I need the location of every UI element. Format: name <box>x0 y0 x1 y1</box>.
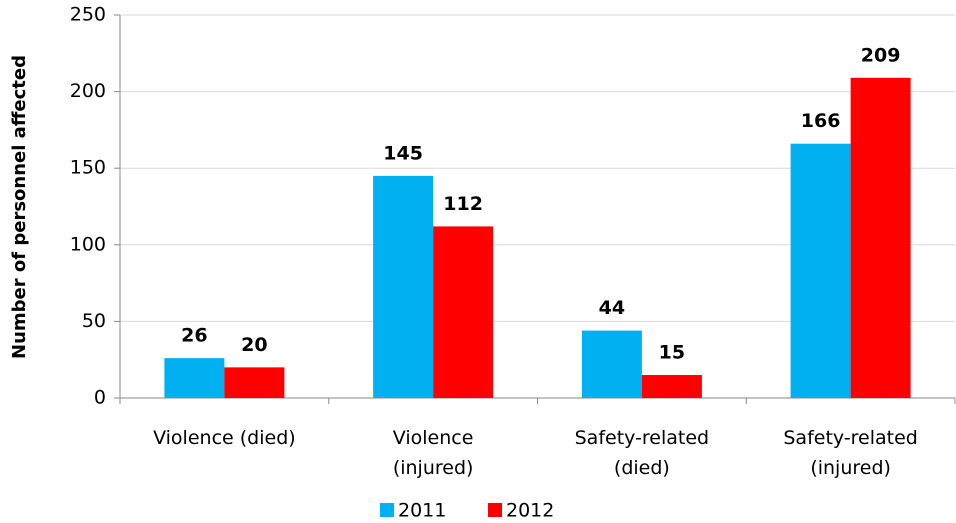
value-label: 20 <box>241 334 267 356</box>
legend-label: 2011 <box>398 500 446 522</box>
bar <box>641 375 702 398</box>
bar <box>581 330 642 398</box>
x-tick-label-line: (injured) <box>393 457 474 479</box>
x-tick-label: Violence (injured) <box>393 427 474 479</box>
y-tick-label: 100 <box>70 233 106 255</box>
value-label: 145 <box>383 142 423 164</box>
x-tick-label-line: Safety-related <box>575 427 710 449</box>
y-tick-label: 0 <box>94 387 106 409</box>
y-tick-label: 200 <box>70 80 106 102</box>
x-tick-label-line: (injured) <box>810 457 891 479</box>
x-tick-label-line: (died) <box>614 457 670 479</box>
bar <box>790 143 851 398</box>
value-label: 26 <box>181 325 207 347</box>
value-label: 44 <box>599 297 625 319</box>
bar <box>373 175 434 398</box>
legend-swatch <box>488 503 502 517</box>
y-tick-label: 150 <box>70 157 106 179</box>
value-label: 112 <box>443 193 483 215</box>
bar <box>433 226 494 398</box>
y-tick-label: 50 <box>82 310 106 332</box>
x-tick-label-line: Violence (died) <box>153 427 296 449</box>
bar <box>224 367 285 398</box>
x-tick-label: Safety-related (injured) <box>783 427 918 479</box>
y-tick-label: 250 <box>70 4 106 26</box>
bar <box>164 358 225 398</box>
value-label: 166 <box>801 110 841 132</box>
legend-label: 2012 <box>506 500 554 522</box>
legend-swatch <box>380 503 394 517</box>
x-tick-label: Violence (died) <box>153 427 296 449</box>
value-label: 15 <box>659 342 685 364</box>
x-tick-label: Safety-related (died) <box>575 427 710 479</box>
value-label: 209 <box>861 44 901 66</box>
y-axis-label: Number of personnel affected <box>9 55 30 359</box>
x-tick-label-line: Violence <box>393 427 474 449</box>
x-tick-label-line: Safety-related <box>783 427 918 449</box>
bar <box>850 77 911 398</box>
